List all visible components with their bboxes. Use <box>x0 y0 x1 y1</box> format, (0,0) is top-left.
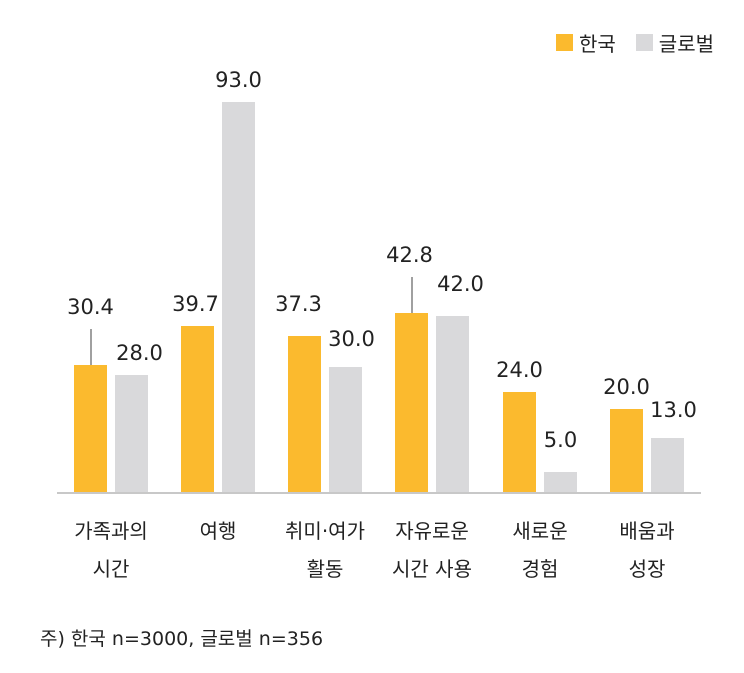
bar-korea-0 <box>74 365 107 493</box>
category-label-line: 가족과의 <box>74 519 148 543</box>
category-label-line: 활동 <box>306 557 344 581</box>
category-label-line: 경험 <box>521 557 559 581</box>
value-label-korea-2: 37.3 <box>275 292 322 316</box>
bar-korea-3 <box>395 313 428 493</box>
value-label-korea-3: 42.8 <box>386 243 433 267</box>
legend-swatch-korea <box>555 34 573 51</box>
bar-global-5 <box>651 438 684 493</box>
category-label-line: 성장 <box>628 557 666 581</box>
category-label-1: 여행 <box>158 512 278 588</box>
value-label-global-1: 93.0 <box>215 68 262 92</box>
value-label-korea-0: 30.4 <box>67 295 114 319</box>
leader-line-0 <box>89 329 92 365</box>
category-label-line: 여행 <box>199 519 237 543</box>
category-label-line: 시간 <box>92 557 130 581</box>
legend-label-korea: 한국 <box>578 32 616 56</box>
category-label-line: 자유로운 <box>395 519 469 543</box>
legend-item-korea: 한국 <box>555 28 616 57</box>
category-label-line: 새로운 <box>512 519 568 543</box>
value-label-global-2: 30.0 <box>328 327 375 351</box>
category-label-line: 시간 사용 <box>392 557 472 581</box>
legend-swatch-global <box>635 34 653 51</box>
category-label-line: 취미·여가 <box>285 519 365 543</box>
leader-line-3 <box>410 277 413 313</box>
bar-korea-2 <box>288 336 321 493</box>
bar-global-1 <box>222 102 255 493</box>
value-label-korea-5: 20.0 <box>603 375 650 399</box>
bar-korea-4 <box>503 392 536 493</box>
value-label-global-0: 28.0 <box>116 341 163 365</box>
category-label-line <box>158 550 278 588</box>
legend-item-global: 글로벌 <box>635 28 714 57</box>
bar-global-3 <box>436 316 469 493</box>
bar-korea-5 <box>610 409 643 493</box>
category-label-line: 배움과 <box>619 519 675 543</box>
value-label-global-5: 13.0 <box>650 398 697 422</box>
legend: 한국 글로벌 <box>542 28 714 57</box>
bar-global-2 <box>329 367 362 493</box>
value-label-global-3: 42.0 <box>437 272 484 296</box>
footnote: 주) 한국 n=3000, 글로벌 n=356 <box>40 628 324 650</box>
value-label-korea-1: 39.7 <box>172 292 219 316</box>
bar-global-4 <box>544 472 577 493</box>
value-label-korea-4: 24.0 <box>496 358 543 382</box>
legend-label-global: 글로벌 <box>658 32 714 56</box>
x-axis-line <box>57 492 701 494</box>
bar-korea-1 <box>181 326 214 493</box>
bar-global-0 <box>115 375 148 493</box>
value-label-global-4: 5.0 <box>543 428 578 452</box>
